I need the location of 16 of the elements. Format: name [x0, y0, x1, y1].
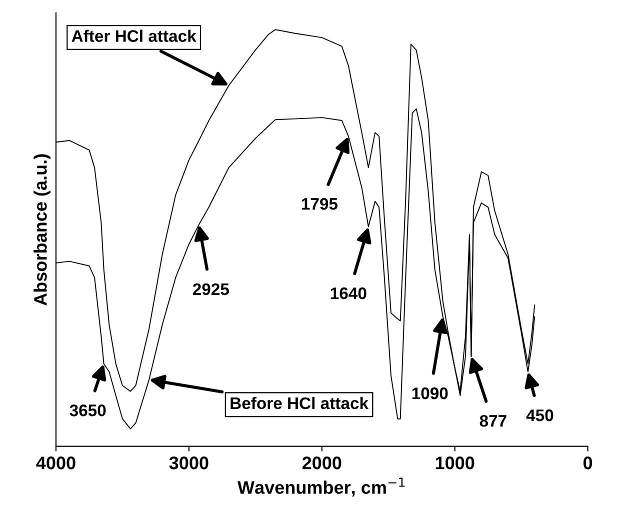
annotation: After HCl attack	[72, 30, 196, 42]
annotation: 2925	[192, 283, 229, 296]
annotation: 450	[526, 409, 554, 422]
x-tick-label: 3000	[169, 456, 208, 470]
annotation: Before HCl attack	[230, 396, 369, 410]
annotation: 1795	[302, 198, 338, 210]
y-axis-title: Absorbance (a.u.)	[34, 154, 50, 306]
x-tick-label: 1000	[436, 456, 474, 470]
x-axis-title: Wavenumber, cm$^{−1}$	[237, 478, 405, 497]
annotation: 1090	[412, 387, 448, 400]
annotation: 1640	[330, 287, 366, 300]
x-tick-label: 0	[583, 456, 592, 470]
x-tick-label: 2000	[302, 456, 342, 470]
annotation: 3650	[70, 404, 106, 416]
x-tick-label: 4000	[36, 456, 76, 470]
annotation: 877	[480, 415, 506, 427]
